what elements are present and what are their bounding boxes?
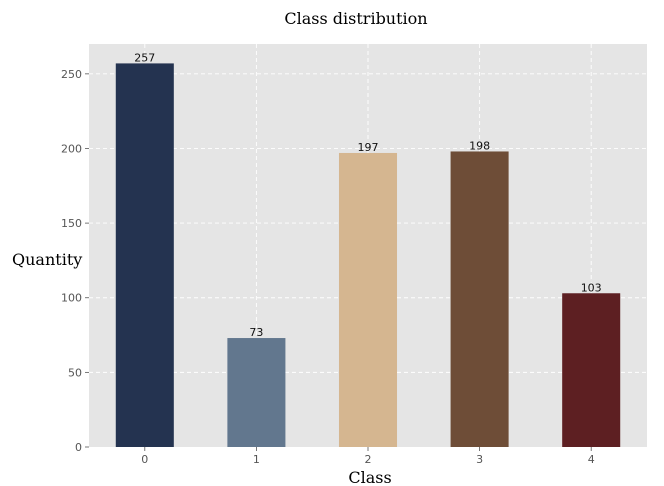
- y-tick-label: 50: [68, 366, 82, 379]
- data-label-class-2: 197: [358, 141, 379, 154]
- y-tick-label: 200: [61, 142, 82, 155]
- x-tick-label: 0: [141, 453, 148, 466]
- bar-class-0: [115, 63, 174, 447]
- data-label-class-4: 103: [581, 281, 602, 294]
- bars: [115, 63, 621, 447]
- y-tick-label: 150: [61, 217, 82, 230]
- bar-class-1: [227, 338, 286, 447]
- bar-class-4: [562, 293, 621, 447]
- x-axis-ticks: 0 1 2 3 4: [141, 447, 595, 466]
- grid-lines: [89, 44, 647, 447]
- y-tick-label: 250: [61, 68, 82, 81]
- chart-title: Class distribution: [284, 9, 427, 28]
- data-label-class-3: 198: [469, 139, 490, 152]
- x-tick-label: 2: [365, 453, 372, 466]
- x-tick-label: 3: [476, 453, 483, 466]
- bar-class-2: [338, 152, 398, 447]
- x-tick-label: 1: [253, 453, 260, 466]
- data-label-class-1: 73: [249, 326, 263, 339]
- data-labels: 257 73 197 198 103: [134, 51, 601, 339]
- data-label-class-0: 257: [134, 51, 155, 64]
- x-tick-label: 4: [588, 453, 595, 466]
- y-tick-label: 0: [75, 441, 82, 454]
- y-axis-ticks: 0 50 100 150 200 250: [61, 68, 89, 454]
- y-axis-label: Quantity: [12, 250, 82, 269]
- bar-class-3: [450, 151, 509, 447]
- x-axis-label: Class: [348, 468, 391, 486]
- y-tick-label: 100: [61, 292, 82, 305]
